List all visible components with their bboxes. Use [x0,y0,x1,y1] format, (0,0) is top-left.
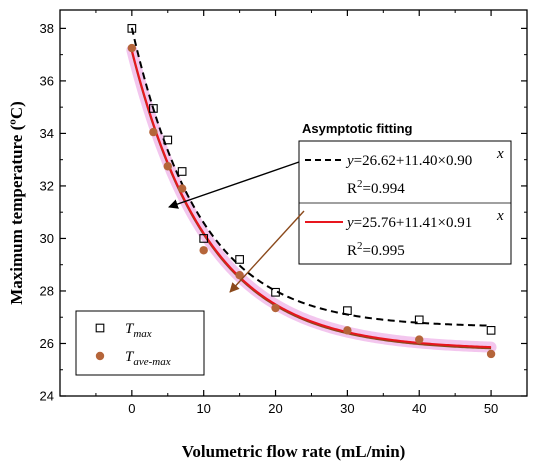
point-tmax [271,287,280,297]
point-tmax [486,326,496,335]
y-axis-title: Maximum temperature (ºC) [7,101,26,305]
legend-marker-tave-max [95,351,105,361]
x-tick-label: 20 [268,401,282,416]
plot-frame [59,9,528,397]
eq2-r2: R2=0.995 [347,240,405,259]
y-tick-label: 24 [40,389,54,404]
x-tick-label: 0 [128,401,135,416]
y-tick-label: 32 [40,178,54,193]
legend-marker-tmax [95,323,105,333]
point-tave-max [127,43,137,53]
point-tmax [343,306,352,316]
x-tick-label: 10 [196,401,210,416]
y-tick-label: 36 [40,73,54,88]
point-tave-max [235,271,244,280]
point-tmax [163,135,173,145]
plot-content [126,24,497,359]
point-tave-max [271,303,280,313]
point-tmax [149,104,158,113]
eq1-exponent: x [496,146,504,162]
point-tave-max [149,127,158,137]
ticks: 0 10 20 30 40 50 24 26 28 30 32 34 36 38 [40,10,528,416]
legend: Tmax Tave-max [75,310,205,376]
y-tick-label: 38 [40,21,54,36]
annotation: Asymptotic fitting y=26.62+11.40×0.90 x R2=… [168,121,512,293]
eq1-r2: R2=0.994 [347,178,405,197]
fit-curve-tmax [130,27,492,327]
x-tick-label: 40 [412,401,426,416]
eq2-text: y=25.76+11.41×0.91 [345,215,472,231]
y-tick-label: 34 [40,126,54,141]
point-tave-max [199,246,208,255]
point-tave-max [415,335,424,344]
point-tmax [127,24,137,33]
point-tmax [177,167,187,176]
point-tmax [199,234,209,243]
y-tick-label: 30 [40,231,54,246]
y-tick-label: 28 [40,283,54,298]
point-tave-max [343,326,352,335]
legend-label-tmax: Tmax [125,321,152,340]
point-tave-max [177,184,187,193]
eq1-text: y=26.62+11.40×0.90 [345,153,472,169]
fit-curve-tave-max [130,49,492,349]
x-tick-label: 50 [484,401,498,416]
annotation-arrow-tmax [168,161,300,209]
y-tick-label: 26 [40,336,54,351]
x-axis-title: Volumetric flow rate (mL/min) [182,442,406,461]
legend-box [75,310,205,376]
point-tave-max [486,349,496,359]
point-tave-max [163,162,172,171]
equation-box [298,140,512,265]
x-tick-label: 30 [340,401,354,416]
annotation-arrow-tave-max [229,210,305,293]
point-tmax [235,255,244,264]
annotation-label: Asymptotic fitting [302,121,413,136]
legend-label-tave-max: Tave-max [125,349,171,368]
point-tmax [414,315,424,325]
eq2-exponent: x [496,208,504,224]
